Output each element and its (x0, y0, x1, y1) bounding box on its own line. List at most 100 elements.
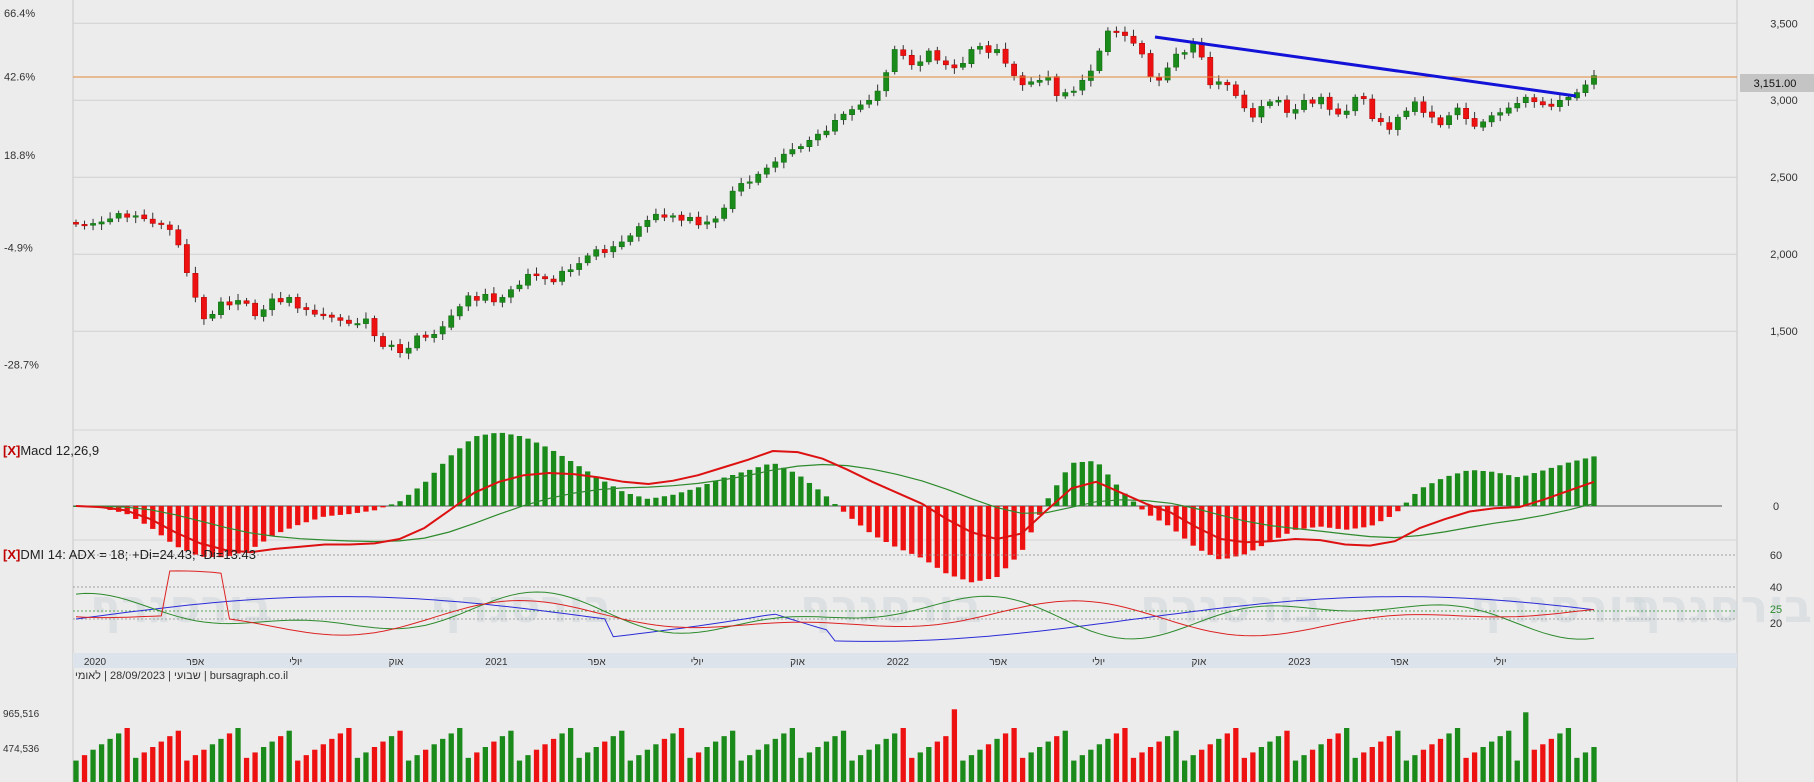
macd-histogram-bar (1574, 460, 1580, 506)
candle-body (559, 270, 565, 282)
volume-bar (1250, 752, 1256, 782)
candle-body (1454, 107, 1461, 116)
macd-histogram-bar (1054, 485, 1060, 506)
candle-body (1446, 115, 1452, 125)
volume-bar (1292, 760, 1299, 782)
volume-bar (977, 749, 983, 782)
macd-histogram-bar (1233, 506, 1239, 557)
candle-body (1360, 96, 1367, 99)
macd-histogram-bar (1318, 506, 1324, 527)
price-tick-label: 2,000 (1770, 249, 1798, 261)
macd-histogram-bar (1207, 506, 1213, 555)
volume-bar (1420, 749, 1427, 782)
candle-body (405, 347, 412, 354)
candle-body (917, 61, 924, 66)
volume-bar (1437, 738, 1444, 782)
macd-histogram-bar (457, 448, 463, 506)
macd-histogram-bar (960, 506, 966, 580)
volume-bar (363, 752, 369, 782)
macd-histogram-bar (423, 481, 429, 506)
volume-bar (482, 747, 488, 782)
candle-body (1096, 50, 1103, 71)
dmi-close-button[interactable]: [X] (3, 547, 20, 562)
macd-histogram-bar (337, 506, 344, 515)
macd-histogram-bar (1164, 506, 1171, 526)
macd-close-button[interactable]: [X] (3, 443, 20, 458)
candle-body (635, 226, 642, 237)
macd-histogram-bar (286, 506, 292, 529)
volume-bar (1557, 733, 1563, 782)
volume-bar (704, 747, 710, 782)
volume-bar (1122, 728, 1128, 782)
percent-tick-label: 42.6% (4, 71, 35, 83)
volume-bar (278, 736, 284, 782)
candle-body (951, 64, 958, 69)
candle-body (1139, 43, 1145, 55)
candle-body (883, 72, 890, 92)
candle-body (516, 284, 523, 290)
candle-body (584, 255, 591, 264)
macd-histogram-bar (917, 506, 923, 558)
candle-body (269, 298, 276, 311)
volume-bar (98, 744, 105, 782)
macd-histogram-bar (405, 494, 412, 506)
candle-body (806, 140, 813, 147)
volume-bar (559, 733, 565, 782)
candle-body (789, 149, 796, 155)
volume-bar (226, 733, 233, 782)
volume-bar (1258, 747, 1265, 782)
volume-bar (414, 755, 420, 782)
candle-body (1079, 79, 1086, 91)
volume-bar (1386, 736, 1392, 782)
candle-body (925, 50, 932, 63)
macd-histogram-bar (192, 506, 199, 555)
candle-body (1582, 84, 1589, 93)
candle-body (1591, 75, 1597, 85)
candle-body (1122, 31, 1128, 36)
dmi-title: [X]DMI 14: ADX = 18; +Di=24.43; -Di=13.4… (3, 547, 256, 562)
candle-body (1420, 101, 1427, 113)
time-axis-label: אפר (186, 657, 204, 668)
candle-body (772, 161, 779, 168)
volume-bar (516, 760, 523, 782)
volume-bar (533, 749, 540, 782)
volume-bar (158, 741, 164, 782)
volume-bar (508, 730, 514, 782)
volume-bar (951, 709, 958, 782)
macd-histogram-bar (167, 506, 173, 542)
macd-histogram-bar (329, 506, 335, 516)
candle-body (593, 249, 600, 257)
macd-histogram-bar (610, 486, 616, 506)
macd-histogram-bar (1429, 483, 1435, 506)
macd-histogram-bar (874, 506, 881, 538)
macd-histogram-bar (346, 506, 352, 515)
candle-body (1369, 98, 1376, 119)
macd-histogram-bar (1369, 506, 1375, 526)
candle-body (738, 183, 745, 192)
volume-bar (1019, 757, 1026, 782)
macd-histogram-bar (380, 506, 386, 508)
macd-histogram-bar (721, 477, 727, 506)
plus-di-line (75, 591, 1595, 640)
volume-bar (346, 728, 352, 782)
volume-bar (1241, 757, 1247, 782)
volume-bar (968, 755, 975, 782)
volume-bar (1275, 736, 1282, 782)
macd-histogram-bar (243, 506, 250, 551)
time-axis-label: אפר (588, 657, 606, 668)
macd-histogram-bar (644, 498, 651, 506)
volume-bar (943, 736, 949, 782)
candle-body (252, 302, 258, 317)
volume-bar (840, 730, 847, 782)
volume-bar (218, 738, 224, 782)
candle-body (1070, 90, 1077, 93)
candle-body (942, 60, 949, 66)
macd-histogram-bar (499, 432, 506, 506)
candle-body (482, 293, 489, 301)
macd-histogram-bar (158, 506, 164, 536)
dmi-label: DMI 14: ADX = 18; +Di=24.43; -Di=13.43 (20, 547, 256, 562)
candle-body (729, 190, 736, 210)
candle-body (994, 49, 1000, 54)
macd-histogram-bar (602, 481, 608, 506)
